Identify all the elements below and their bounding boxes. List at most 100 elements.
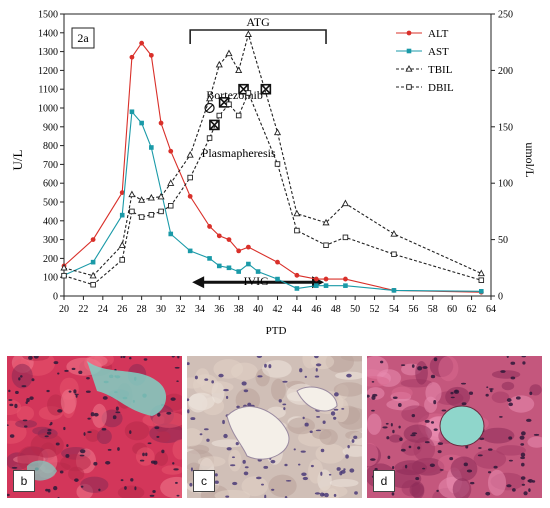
tissue-nucleus <box>206 438 210 442</box>
tissue-cell <box>262 360 292 378</box>
tissue-cell <box>487 469 507 496</box>
x-tick-label: 20 <box>59 304 69 315</box>
tissue-cell <box>188 392 215 411</box>
tissue-nucleus <box>410 434 416 437</box>
data-point-ast <box>246 261 251 267</box>
tissue-nucleus <box>211 380 214 384</box>
tissue-nucleus <box>397 402 402 407</box>
x-axis-title: PTD <box>266 325 287 337</box>
tissue-nucleus <box>353 435 358 440</box>
tissue-nucleus <box>299 368 303 373</box>
tissue-nucleus <box>422 366 428 369</box>
tissue-lumen <box>87 361 167 416</box>
tissue-nucleus <box>187 409 190 414</box>
tissue-nucleus <box>374 467 378 471</box>
tissue-nucleus <box>526 418 532 422</box>
tissue-nucleus <box>314 356 319 359</box>
tissue-nucleus <box>9 434 15 438</box>
tissue-nucleus <box>75 394 78 398</box>
tissue-nucleus <box>324 492 329 498</box>
data-point-tbil <box>322 218 330 226</box>
x-tick-label: 54 <box>389 304 399 315</box>
x-tick-label: 58 <box>428 304 438 315</box>
x-tick-label: 42 <box>273 304 283 315</box>
x-tick-label: 34 <box>195 304 205 315</box>
plasmapheresis-marker-cross <box>260 84 271 95</box>
tissue-nucleus <box>454 389 458 393</box>
tissue-nucleus <box>500 370 506 373</box>
left-y-tick-label: 900 <box>43 122 58 133</box>
tissue-nucleus <box>93 412 99 417</box>
tissue-nucleus <box>79 454 85 457</box>
tissue-nucleus <box>450 391 454 395</box>
data-point-alt <box>90 237 96 243</box>
data-point-alt <box>168 148 174 154</box>
tissue-nucleus <box>199 433 203 436</box>
left-y-tick-label: 1300 <box>38 47 58 58</box>
tissue-nucleus <box>449 457 454 461</box>
liver-function-chart: U/L umol/L PTD 20 22 24 26 28 30 32 34 36 38 40 42 4… <box>10 10 537 338</box>
tissue-nucleus <box>372 393 378 397</box>
tissue-nucleus <box>232 481 238 486</box>
tissue-nucleus <box>57 496 60 498</box>
data-point-dbil <box>129 208 135 215</box>
tissue-cell <box>367 387 385 400</box>
tissue-nucleus <box>486 386 489 389</box>
atg-label: ATG <box>246 15 270 29</box>
tissue-nucleus <box>98 488 101 492</box>
tissue-nucleus <box>59 470 64 474</box>
tissue-nucleus <box>83 432 86 436</box>
data-point-alt <box>236 248 242 254</box>
data-point-alt <box>313 276 319 282</box>
tissue-cell <box>527 436 542 448</box>
tissue-nucleus <box>177 356 180 359</box>
tissue-nucleus <box>74 393 79 396</box>
tissue-cell <box>270 378 286 401</box>
tissue-cell <box>394 460 427 476</box>
tissue-nucleus <box>173 468 179 471</box>
x-tick-label: 52 <box>370 304 380 315</box>
tissue-cell <box>200 381 234 394</box>
left-y-tick-label: 400 <box>43 216 58 227</box>
tissue-cell <box>452 478 472 498</box>
tissue-nucleus <box>320 471 323 476</box>
tissue-nucleus <box>49 423 52 426</box>
tissue-nucleus <box>124 486 127 490</box>
tissue-cell <box>403 424 433 443</box>
tissue-nucleus <box>493 465 498 469</box>
x-tick-label: 38 <box>234 304 244 315</box>
tissue-nucleus <box>63 426 66 431</box>
tissue-nucleus <box>15 390 19 395</box>
tissue-cell <box>342 445 362 457</box>
tissue-nucleus <box>142 452 145 457</box>
tissue-nucleus <box>117 447 120 451</box>
tissue-nucleus <box>315 429 322 432</box>
tissue-nucleus <box>21 385 27 388</box>
tissue-nucleus <box>430 421 435 424</box>
histology-image-d: d <box>367 356 542 498</box>
tissue-nucleus <box>437 442 444 446</box>
tissue-cell <box>308 459 324 484</box>
data-point-tbil <box>167 179 175 186</box>
tissue-nucleus <box>174 366 180 369</box>
tissue-nucleus <box>315 367 318 372</box>
tissue-nucleus <box>411 414 416 418</box>
x-tick-label: 62 <box>467 304 477 315</box>
left-y-tick-label: 700 <box>43 160 58 171</box>
tissue-nucleus <box>385 422 389 425</box>
tissue-nucleus <box>302 476 309 481</box>
tissue-cell <box>389 434 403 443</box>
tissue-cell <box>230 362 258 381</box>
tissue-nucleus <box>242 459 246 464</box>
data-point-tbil <box>157 192 165 200</box>
tissue-nucleus <box>520 443 525 446</box>
series-ast <box>61 109 484 294</box>
tissue-nucleus <box>7 424 9 426</box>
tissue-nucleus <box>190 467 193 472</box>
tissue-nucleus <box>508 436 513 440</box>
tissue-nucleus <box>479 437 485 441</box>
left-y-tick-label: 1500 <box>38 10 58 21</box>
tissue-nucleus <box>268 364 272 369</box>
data-point-tbil <box>118 241 126 248</box>
data-point-ast <box>226 265 232 271</box>
